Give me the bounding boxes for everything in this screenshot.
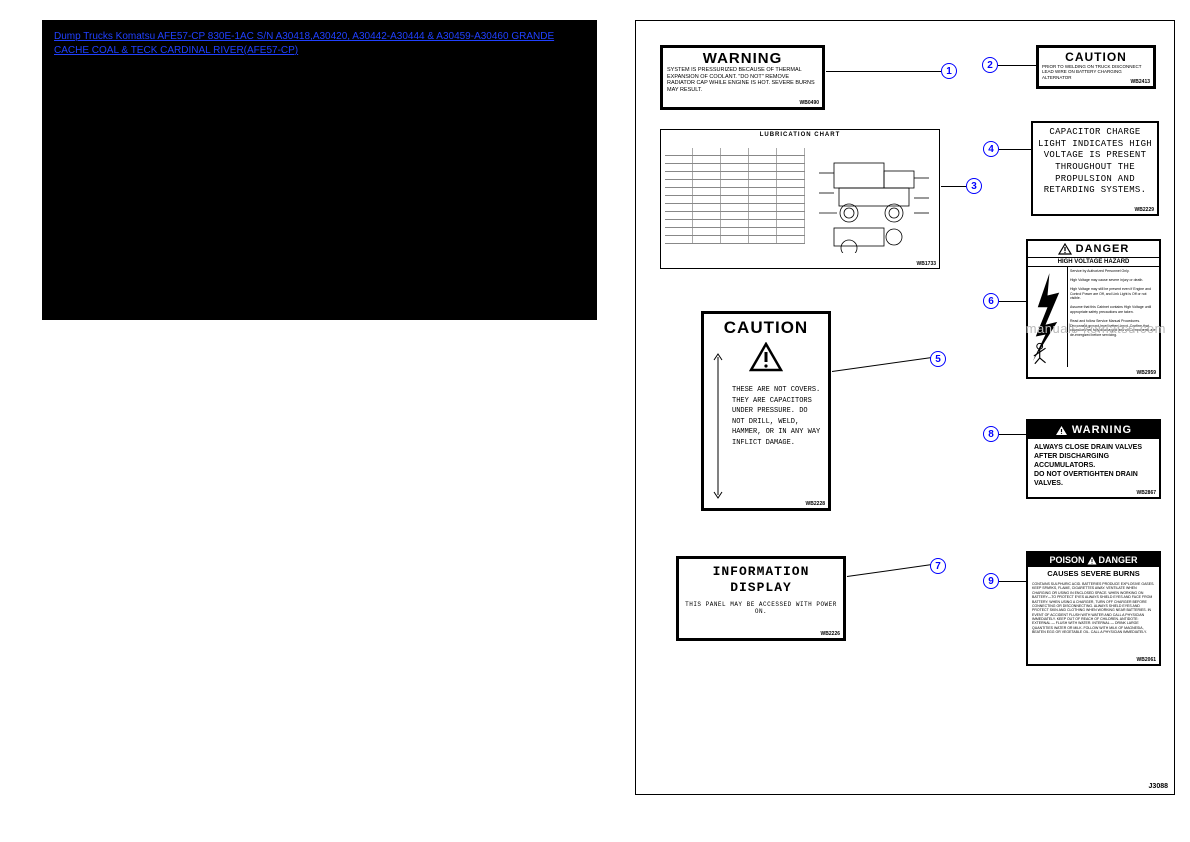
callout-bubble: 4 [983, 141, 999, 157]
plate-information-display: INFORMATION DISPLAY THIS PANEL MAY BE AC… [676, 556, 846, 641]
plate-caution-welding: CAUTION PRIOR TO WELDING ON TRUCK DISCON… [1036, 45, 1156, 89]
watermark: manuals-komatsu.com [1026, 321, 1166, 336]
header-danger: DANGER [1099, 555, 1138, 565]
warning-triangle-icon [1058, 243, 1072, 255]
arrow-range-icon [712, 352, 724, 500]
lightning-bolt-icon [1028, 267, 1067, 367]
plate-lubrication-chart: LUBRICATION CHART [660, 129, 940, 269]
callout-bubble: 6 [983, 293, 999, 309]
warning-triangle-icon [1087, 556, 1097, 565]
product-link[interactable]: Dump Trucks Komatsu AFE57-CP 830E-1AC S/… [54, 30, 585, 58]
plate-warning-accumulators: WARNING ALWAYS CLOSE DRAIN VALVES AFTER … [1026, 419, 1161, 499]
plate-warning-coolant: WARNING SYSTEM IS PRESSURIZED BECAUSE OF… [660, 45, 825, 110]
callout-bubble: 7 [930, 558, 946, 574]
plate-title: CAUTION [708, 318, 824, 338]
plate-code: WB2229 [1135, 207, 1154, 213]
plate-header: WARNING [1072, 424, 1132, 436]
left-panel: Dump Trucks Komatsu AFE57-CP 830E-1AC S/… [42, 20, 597, 320]
chart-table [665, 148, 805, 258]
plate-danger-high-voltage: DANGER HIGH VOLTAGE HAZARD Service by Au… [1026, 239, 1161, 379]
plate-code: WB2413 [1131, 79, 1150, 85]
warning-triangle-icon [1055, 425, 1068, 436]
plate-body: CAPACITOR CHARGE LIGHT INDICATES HIGH VO… [1037, 127, 1153, 197]
plate-capacitor-charge: CAPACITOR CHARGE LIGHT INDICATES HIGH VO… [1031, 121, 1159, 216]
page-code: J3088 [1149, 783, 1168, 790]
plate-title: INFORMATION DISPLAY [684, 564, 838, 595]
plate-code: WB2226 [821, 631, 840, 637]
callout-bubble: 3 [966, 178, 982, 194]
plate-code: WB1733 [917, 261, 936, 267]
plate-code: WB2867 [1137, 490, 1156, 496]
callout-bubble: 2 [982, 57, 998, 73]
callout-bubble: 9 [983, 573, 999, 589]
plate-body: CONTAINS SULPHURIC ACID. BATTERIES PRODU… [1028, 580, 1159, 637]
plate-poison-danger: POISON DANGER CAUSES SEVERE BURNS CONTAI… [1026, 551, 1161, 666]
plate-subtitle: CAUSES SEVERE BURNS [1028, 567, 1159, 580]
manual-page: manuals-komatsu.com WARNING SYSTEM IS PR… [635, 20, 1175, 795]
warning-triangle-icon [749, 342, 783, 372]
plate-body: THESE ARE NOT COVERS. THEY ARE CAPACITOR… [732, 385, 824, 448]
truck-diagram-icon [819, 153, 929, 253]
plate-code: WB2061 [1137, 657, 1156, 663]
plate-body: SYSTEM IS PRESSURIZED BECAUSE OF THERMAL… [667, 67, 818, 93]
header-poison: POISON [1049, 555, 1084, 565]
plate-body: PRIOR TO WELDING ON TRUCK DISCONNECT LEA… [1042, 64, 1150, 80]
plate-body: Service by Authorized Personnel Only. Hi… [1068, 267, 1159, 367]
callout-bubble: 8 [983, 426, 999, 442]
callout-bubble: 1 [941, 63, 957, 79]
plate-code: WB0490 [800, 100, 819, 106]
callout-bubble: 5 [930, 351, 946, 367]
plate-code: WB2959 [1137, 370, 1156, 376]
plate-caution-capacitors: CAUTION THESE ARE NOT COVERS. THEY ARE C… [701, 311, 831, 511]
plate-body: ALWAYS CLOSE DRAIN VALVES AFTER DISCHARG… [1028, 439, 1159, 492]
plate-body: THIS PANEL MAY BE ACCESSED WITH POWER ON… [684, 601, 838, 615]
plate-code: WB2228 [806, 501, 825, 507]
plate-header: DANGER [1076, 243, 1130, 255]
plate-subtitle: HIGH VOLTAGE HAZARD [1028, 258, 1159, 267]
plate-title: CAUTION [1042, 50, 1150, 64]
plate-title: WARNING [667, 50, 818, 67]
